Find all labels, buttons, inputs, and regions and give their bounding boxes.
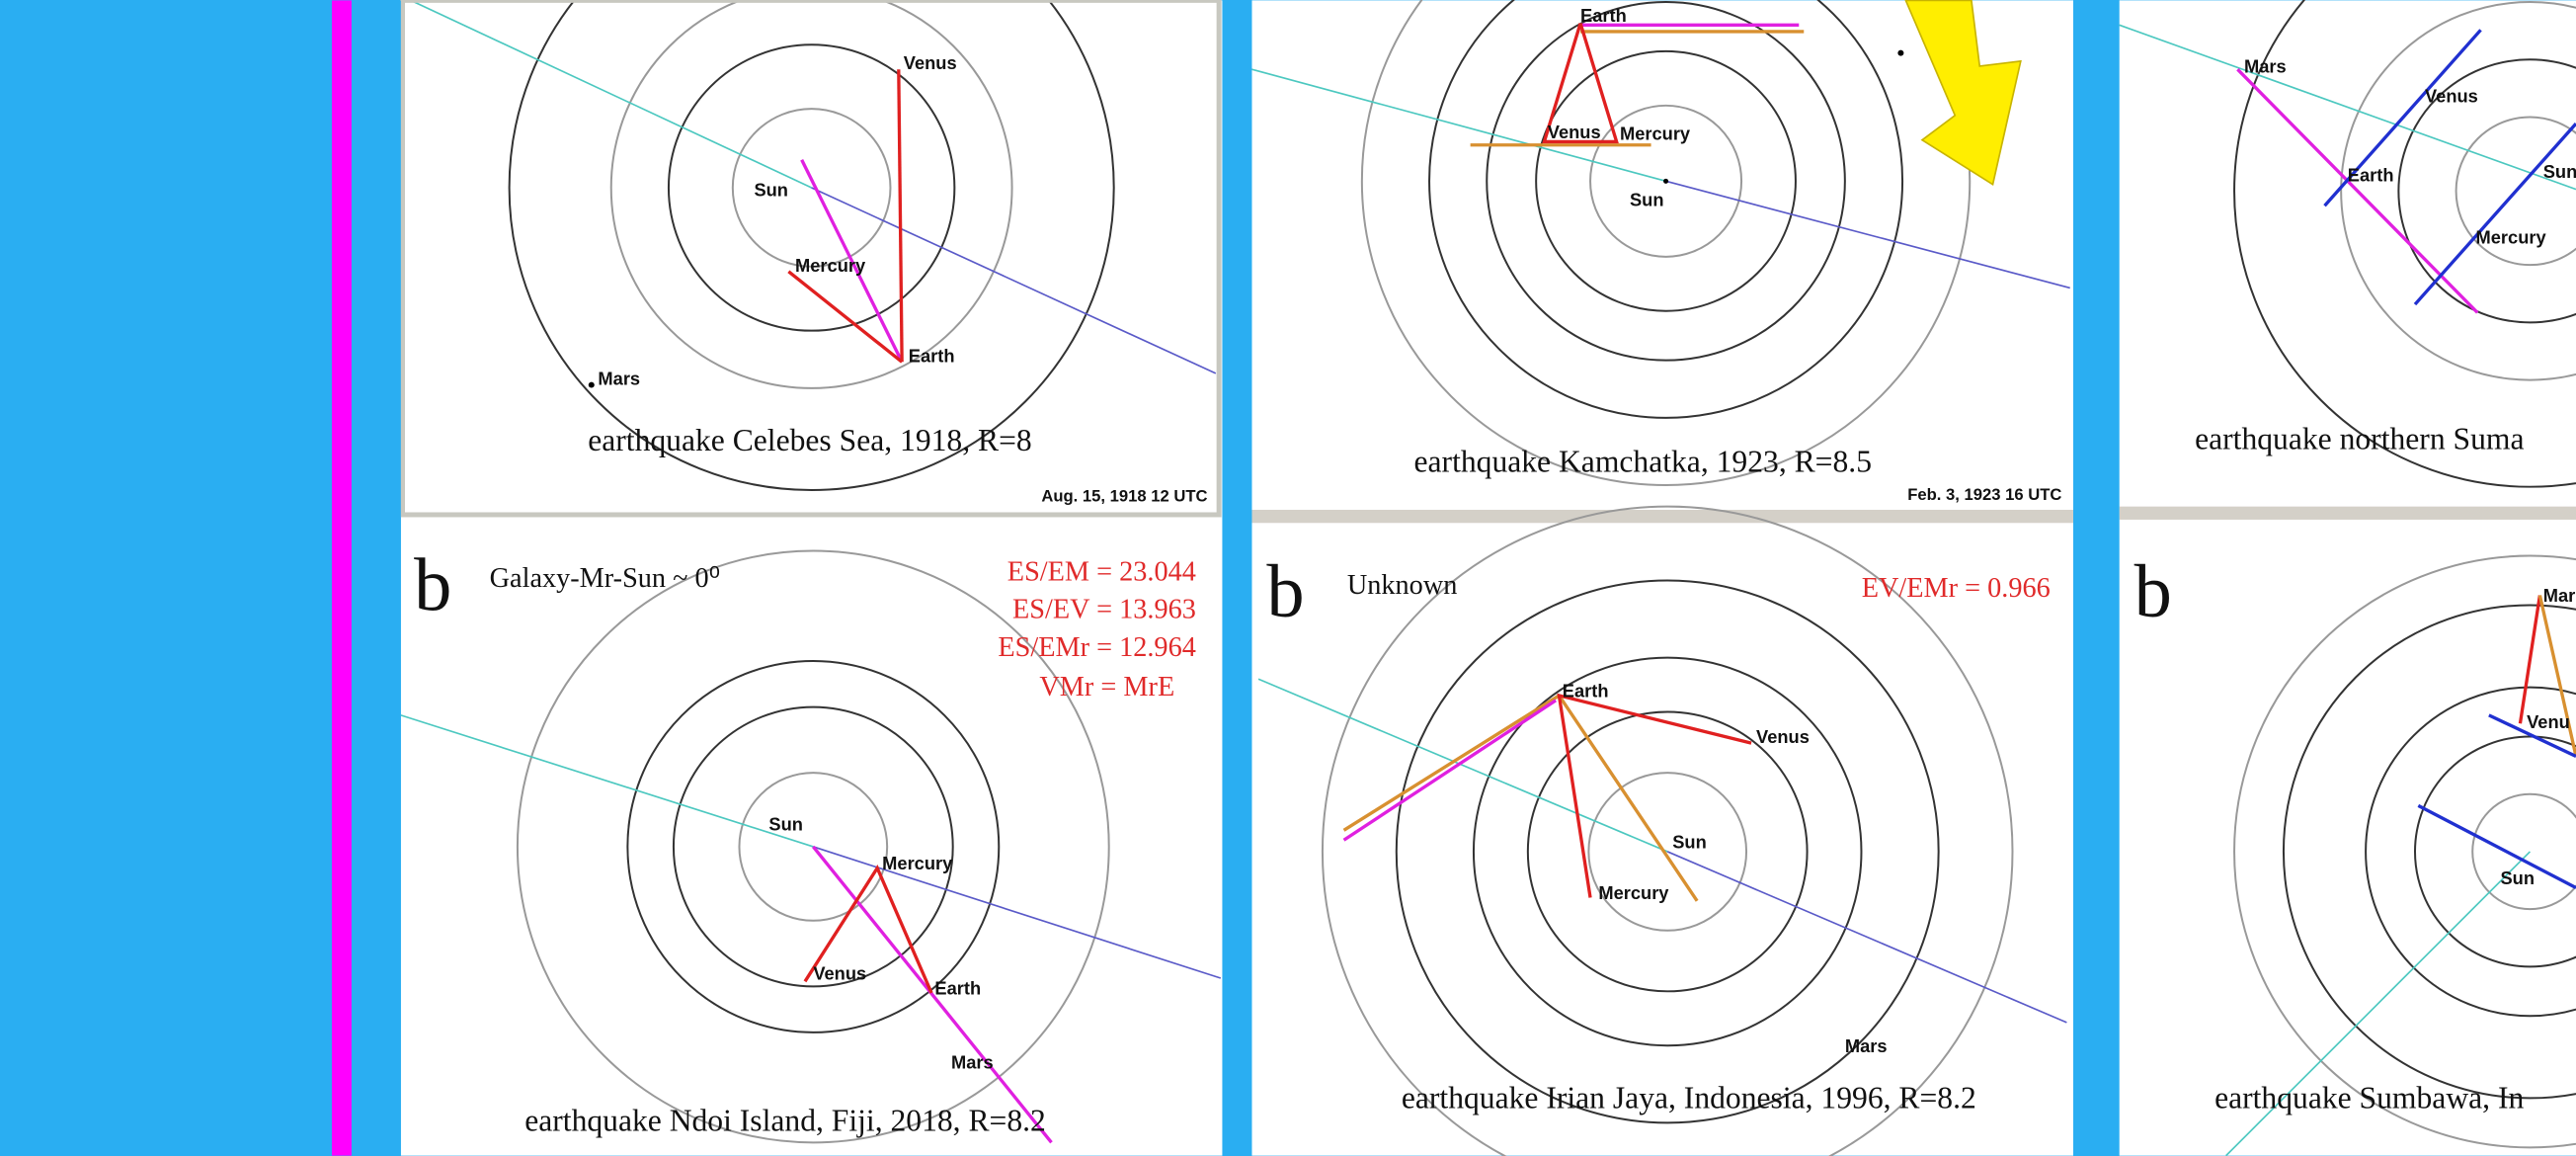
planet-label: Sun [754,179,788,200]
planet-label: Venus [1756,726,1810,747]
planet-label: Earth [909,345,955,366]
screenshot: Venus Sun Mercury Earth Mars earthquake … [0,0,2576,1156]
caption: earthquake northern Suma [2195,421,2524,455]
sidebar [0,0,332,1155]
planet-label: Mar [2543,585,2576,606]
planet-label: Mercury [882,853,953,873]
gutter [352,0,401,1155]
stat: EV/EMr = 0.966 [1862,573,2051,604]
note: Unknown [1347,570,1458,601]
planet-label: Sun [768,813,803,834]
planet-label: Mercury [1598,882,1669,903]
gutter [1222,0,1251,1155]
panel-letter: b [1266,549,1304,633]
stat: ES/EMr = 12.964 [998,632,1195,663]
panel-letter: b [414,542,451,626]
planet-label: Mercury [795,255,866,276]
caption: earthquake Celebes Sea, 1918, R=8 [588,423,1031,457]
planet-label: Earth [934,978,981,999]
planet-label: Mars [951,1051,994,1072]
planet-label: Mercury [1620,124,1691,144]
planet-label: Mars [2244,56,2287,77]
planet-label: Sun [1672,832,1707,853]
planet-label: Earth [2348,164,2394,185]
magenta-bar [332,0,352,1155]
planet-label: Mercury [2476,227,2547,248]
panel-letter: b [2134,549,2172,633]
note: Galaxy-Mr-Sun ~ 0⁰ [490,563,720,594]
planet-label: Venus [813,963,866,984]
planet-label: Earth [1580,5,1627,26]
planet-label: Sun [2500,867,2535,888]
planet-label: Mars [1845,1035,1888,1056]
page: {"panels":[ {"caption":"earthquake Celeb… [0,0,2576,1156]
caption: earthquake Ndoi Island, Fiji, 2018, R=8.… [524,1104,1046,1138]
planet-label: Sun [2543,161,2576,182]
caption: earthquake Kamchatka, 1923, R=8.5 [1414,445,1873,479]
planet-label: Mars [598,369,640,389]
stat: ES/EV = 13.963 [1012,595,1196,625]
planet-label: Venus [904,52,957,73]
gutter [2073,0,2120,1155]
stat: VMr = MrE [1039,672,1174,702]
planet-label: Earth [1563,681,1609,702]
date: Feb. 3, 1923 16 UTC [1907,485,2061,504]
planet-label: Sun [1630,189,1664,209]
planet-label: Venus [2425,85,2478,106]
planet-label: Venus [1548,122,1601,142]
stat: ES/EM = 23.044 [1007,556,1196,587]
date: Aug. 15, 1918 12 UTC [1041,487,1207,506]
caption: earthquake Sumbawa, In [2214,1080,2524,1115]
caption: earthquake Irian Jaya, Indonesia, 1996, … [1402,1080,1976,1115]
planet-label: Venu [2527,711,2570,732]
